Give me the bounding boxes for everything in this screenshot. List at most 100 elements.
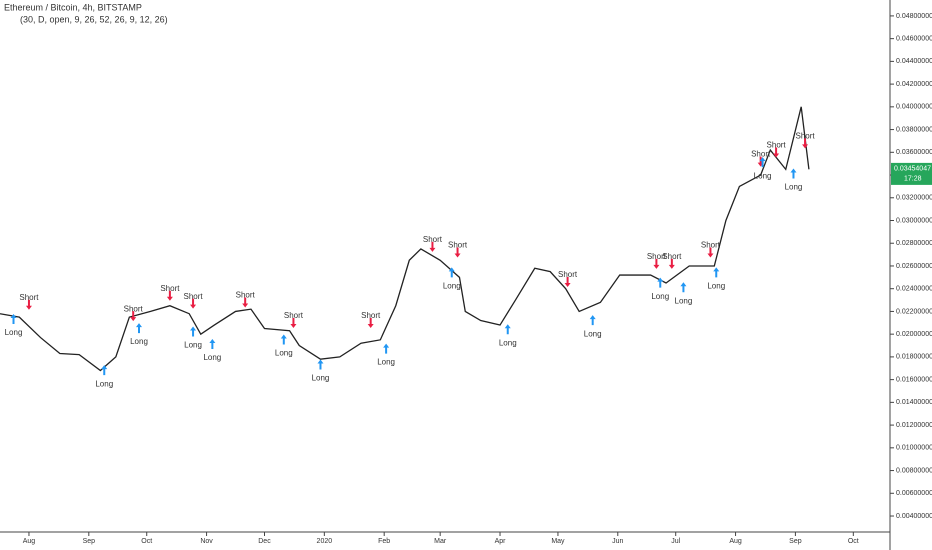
short-arrow [773, 147, 780, 158]
x-tick-label: Dec [258, 538, 271, 545]
signal-label: Long [785, 183, 803, 192]
long-arrow [759, 157, 766, 168]
y-tick-label: 0.04400000 [896, 58, 932, 65]
y-tick-label: 0.02600000 [896, 263, 932, 270]
y-tick-label: 0.03800000 [896, 126, 932, 133]
long-arrow [657, 277, 664, 288]
short-arrow [25, 299, 32, 310]
x-tick-label: Aug [729, 538, 742, 545]
signal-label: Long [675, 296, 693, 305]
short-arrow [653, 258, 660, 269]
long-arrow [280, 334, 287, 345]
short-arrow [242, 297, 249, 308]
signal-label: Short [662, 252, 682, 261]
long-arrow [504, 324, 511, 335]
long-arrow [383, 343, 390, 354]
short-arrow [166, 290, 173, 301]
signal-label: Long [275, 349, 293, 358]
signal-label: Short [124, 304, 144, 313]
signal-label: Short [160, 284, 180, 293]
current-price-box [891, 162, 932, 185]
signal-label: Short [448, 241, 468, 250]
signal-label: Long [203, 353, 221, 362]
x-tick-label: Sep [83, 538, 96, 545]
signal-label: Short [647, 252, 667, 261]
signal-label: Long [443, 282, 461, 291]
signal-label: Short [284, 311, 304, 320]
countdown-label: 17:28 [904, 176, 922, 183]
x-tick-label: Oct [141, 538, 152, 545]
x-tick-label: Jun [612, 538, 623, 545]
x-tick-label: Jul [671, 538, 680, 545]
x-tick-label: May [551, 538, 565, 545]
long-arrow [190, 326, 197, 337]
short-arrow [190, 298, 197, 309]
signal-label: Long [707, 282, 725, 291]
signal-label: Short [423, 235, 443, 244]
signal-label: Long [651, 292, 669, 301]
signal-label: Short [701, 241, 721, 250]
short-arrow [367, 317, 374, 328]
y-tick-label: 0.00800000 [896, 467, 932, 474]
signal-label: Long [754, 171, 772, 180]
x-tick-label: Mar [434, 538, 447, 545]
y-tick-label: 0.02400000 [896, 286, 932, 293]
current-price-label: 0.03454047 [894, 166, 931, 173]
signal-label: Short [19, 293, 39, 302]
short-arrow [707, 247, 714, 258]
y-tick-label: 0.01200000 [896, 422, 932, 429]
y-tick-label: 0.04200000 [896, 81, 932, 88]
x-tick-label: Aug [23, 538, 36, 545]
signal-label: Short [795, 132, 815, 141]
signal-label: Long [95, 379, 113, 388]
x-tick-label: 2020 [317, 538, 333, 545]
signal-label: Long [584, 329, 602, 338]
signal-label: Long [377, 358, 395, 367]
x-tick-label: Feb [378, 538, 390, 545]
signal-label: Long [184, 341, 202, 350]
signal-label: Short [751, 150, 771, 159]
long-arrow [317, 359, 324, 370]
y-tick-label: 0.04600000 [896, 35, 932, 42]
signal-label: Short [767, 141, 787, 150]
long-arrow [448, 267, 455, 278]
y-tick-label: 0.00600000 [896, 490, 932, 497]
long-arrow [680, 282, 687, 293]
long-arrow [209, 339, 216, 350]
y-tick-label: 0.01600000 [896, 376, 932, 383]
price-line [0, 106, 810, 372]
indicator-params: (30, D, open, 9, 26, 52, 26, 9, 12, 26) [20, 14, 168, 24]
y-tick-label: 0.01400000 [896, 399, 932, 406]
y-tick-label: 0.02200000 [896, 308, 932, 315]
signal-label: Short [183, 292, 203, 301]
x-tick-label: Sep [789, 538, 802, 545]
y-tick-label: 0.03000000 [896, 217, 932, 224]
y-tick-label: 0.04800000 [896, 13, 932, 20]
signal-label: Short [361, 311, 381, 320]
y-tick-label: 0.02000000 [896, 331, 932, 338]
long-arrow [589, 315, 596, 326]
y-tick-label: 0.01800000 [896, 354, 932, 361]
y-tick-label: 0.00400000 [896, 513, 932, 520]
short-arrow [454, 247, 461, 258]
signal-label: Short [236, 291, 256, 300]
signal-label: Long [312, 374, 330, 383]
signal-label: Long [5, 328, 23, 337]
signal-label: Long [499, 338, 517, 347]
short-arrow [429, 241, 436, 252]
x-tick-label: Oct [848, 538, 859, 545]
short-arrow [130, 311, 137, 322]
x-tick-label: Nov [200, 538, 213, 545]
signal-label: Long [130, 337, 148, 346]
long-arrow [101, 365, 108, 376]
x-tick-label: Apr [495, 538, 507, 545]
long-arrow [790, 168, 797, 179]
y-tick-label: 0.03600000 [896, 149, 932, 156]
y-tick-label: 0.03200000 [896, 195, 932, 202]
short-arrow [564, 277, 571, 288]
y-tick-label: 0.01000000 [896, 445, 932, 452]
short-arrow [290, 317, 297, 328]
long-arrow [713, 267, 720, 278]
